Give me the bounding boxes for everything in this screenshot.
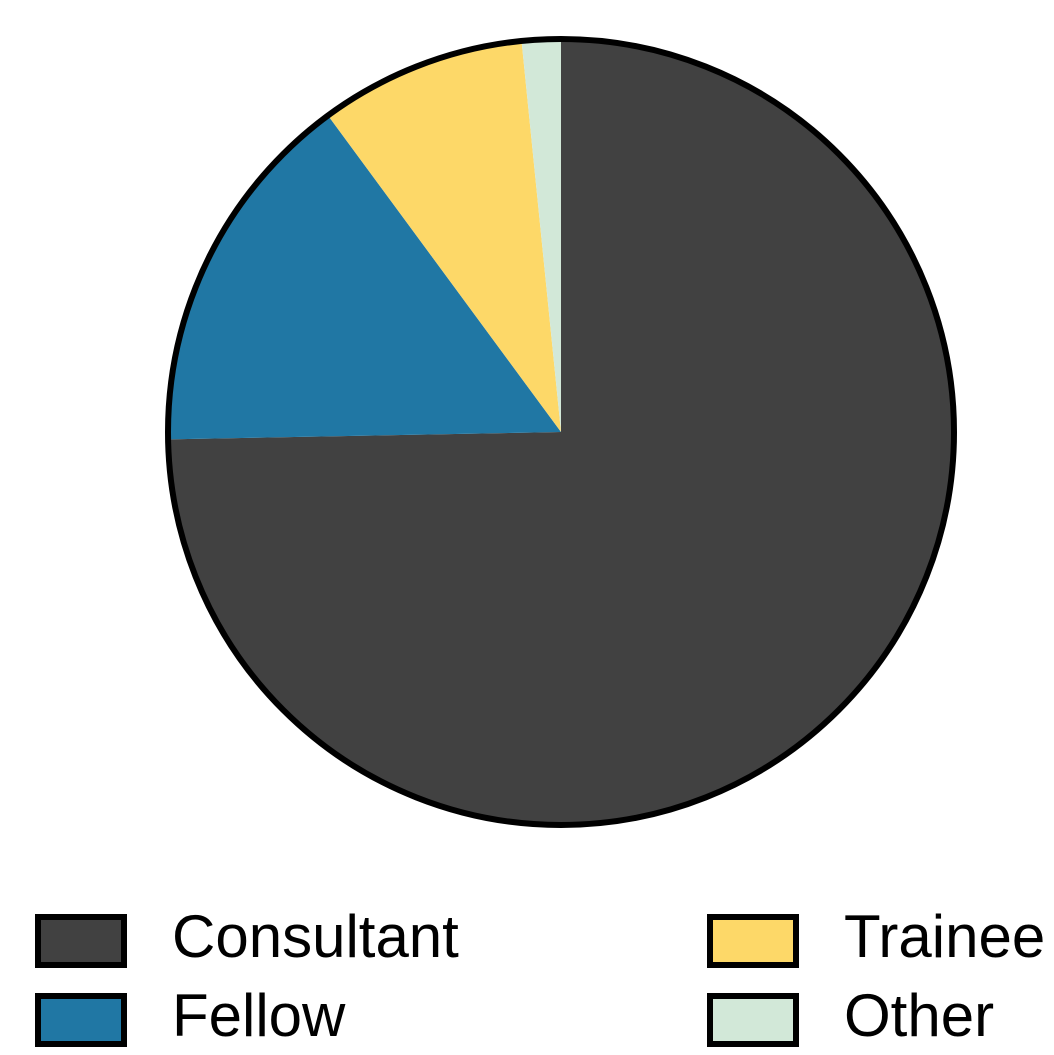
pie-slice	[167, 115, 561, 440]
legend-swatch	[707, 914, 799, 968]
legend-label: Consultant	[172, 903, 459, 970]
legend-swatch	[707, 993, 799, 1047]
legend-label: Fellow	[172, 982, 346, 1049]
pie-slice	[168, 39, 954, 825]
legend-swatch	[35, 993, 127, 1047]
pie-outline	[165, 36, 957, 828]
pie-slice	[521, 39, 561, 432]
legend-swatch	[35, 914, 127, 968]
pie-slice	[328, 40, 561, 432]
legend-label: Trainee	[844, 903, 1045, 970]
legend-label: Other	[844, 982, 994, 1049]
